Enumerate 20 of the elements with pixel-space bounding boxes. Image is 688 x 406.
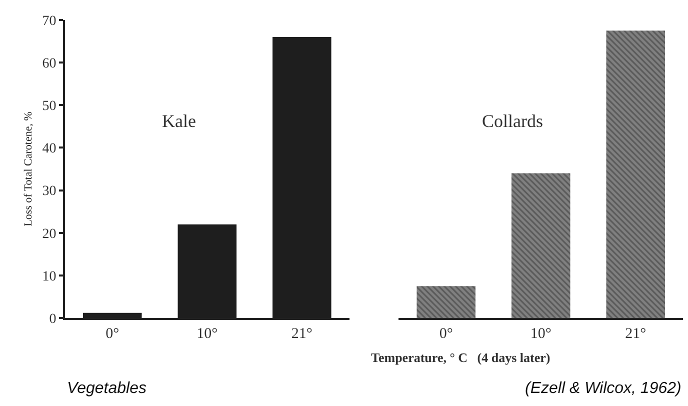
y-tick-label: 50 — [42, 99, 56, 114]
y-tick-label: 40 — [42, 142, 56, 157]
x-tick-label: 21° — [291, 326, 312, 342]
x-tick-label: 10° — [196, 326, 218, 342]
y-tick-label: 30 — [42, 184, 56, 200]
y-axis-title: Loss of Total Carotene, % — [22, 112, 34, 226]
y-tick-label: 70 — [42, 14, 56, 29]
text: Vegetables — [67, 380, 146, 397]
annotation: Collards — [482, 111, 543, 131]
x-axis-title: Temperature, ° C (4 days later) — [371, 350, 550, 365]
y-tick-label: 0 — [49, 312, 56, 327]
y-tick-label: 20 — [42, 226, 56, 242]
y-tick-label: 60 — [42, 56, 56, 72]
x-tick-label: 0° — [106, 326, 120, 342]
x-tick-label: 21° — [625, 326, 646, 342]
x-tick-label: 0° — [439, 326, 453, 342]
annotation: Kale — [162, 111, 196, 131]
x-tick-label: 10° — [530, 326, 552, 342]
y-tick-label: 10 — [42, 269, 56, 284]
text: (Ezell & Wilcox, 1962) — [525, 380, 682, 397]
